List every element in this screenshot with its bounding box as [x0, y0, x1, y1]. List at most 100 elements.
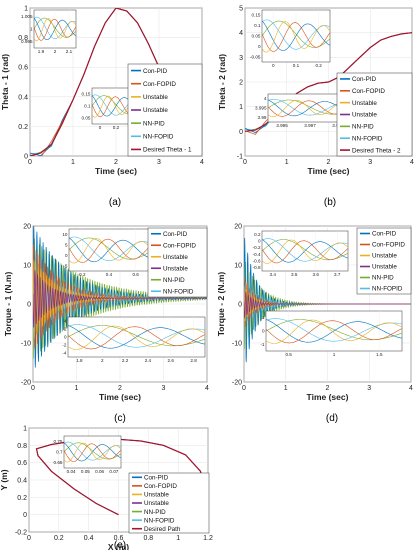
inset-series [68, 324, 205, 350]
inset-x-tick: 0.6 [132, 272, 139, 277]
inset-y-tick: -2 [62, 343, 67, 348]
panel-label: (a) [109, 197, 121, 208]
legend-label: NN-FOPID [144, 517, 175, 524]
inset-line [262, 239, 348, 263]
legend-label: Desired Path [144, 526, 181, 533]
inset-x-tick: 2.6 [168, 358, 175, 363]
inset-x-tick: 2.1 [66, 49, 73, 54]
inset-x-tick: 0.4 [106, 272, 113, 277]
y-tick-label: 20 [23, 224, 31, 231]
inset-x-tick: 0.05 [81, 469, 90, 474]
inset-x-tick: 2 [54, 49, 57, 54]
inset-x-tick: 0 [272, 63, 275, 68]
series-group [33, 226, 207, 368]
inset-x-tick: 3.5 [291, 272, 298, 277]
series-line [33, 238, 207, 359]
x-axis-label: X (m) [108, 542, 129, 550]
inset-line [64, 442, 121, 462]
x-tick-label: 3 [157, 159, 161, 166]
y-tick-label: 0.6 [17, 460, 27, 467]
inset-y-tick: -0.4 [253, 252, 261, 257]
y-tick-label: -20 [21, 380, 31, 387]
inset-line [64, 442, 121, 463]
x-tick-label: 1 [176, 535, 180, 542]
inset-y-tick: 0 [64, 335, 67, 340]
inset-line [34, 18, 76, 42]
inset-y-tick: 3.99 [258, 115, 267, 120]
x-tick-label: 0 [242, 385, 246, 392]
x-tick-label: 4 [200, 159, 204, 166]
inset-x-tick: 0.2 [79, 272, 86, 277]
inset-x-tick: 2.4 [145, 358, 152, 363]
y-tick-label: 0 [27, 302, 31, 309]
inset-y-tick: 0 [258, 239, 261, 244]
y-tick-label: 1 [24, 6, 28, 13]
y-tick-label: 4 [239, 30, 243, 37]
inset-y-tick: 0.1 [254, 23, 261, 28]
legend-box [128, 472, 210, 534]
panel-label: (d) [326, 413, 338, 424]
y-tick-label: 0 [23, 512, 27, 519]
y-tick-label: -10 [21, 341, 31, 348]
x-tick-label: 1 [285, 159, 289, 166]
legend-label: NN-PID [372, 275, 394, 282]
x-tick-label: 4 [409, 385, 413, 392]
inset-line [64, 443, 121, 462]
inset-y-tick: 0.995 [21, 39, 33, 44]
inset-y-tick: -5 [63, 263, 68, 268]
legend-label: Desired Theta - 2 [352, 147, 401, 154]
x-tick-label: 1.2 [203, 535, 213, 542]
x-tick-label: 3 [162, 385, 166, 392]
inset-line [262, 20, 330, 51]
inset-x-tick: 2 [101, 358, 104, 363]
inset-x-tick: 1 [333, 352, 336, 357]
legend-label: Desired Theta - 1 [143, 147, 192, 154]
inset-x-tick: 3.995 [276, 123, 288, 128]
inset-x-tick: 3.997 [304, 123, 316, 128]
legend-label: Con-PID [144, 474, 169, 481]
inset-y-tick: 0.15 [252, 13, 261, 18]
x-axis-label: Time (sec) [99, 392, 141, 402]
legend-label: Unstable [372, 264, 397, 271]
legend-b: Con-PID Con-FOPID Unstable Unstable NN-PID NN… [336, 72, 413, 157]
inset-line [69, 238, 149, 264]
inset-c-1: 1.8 2 2.2 2.4 2.6 2.8 4 2 0 -2 -4 [62, 316, 206, 363]
x-tick-label: 3 [367, 385, 371, 392]
legend-label: Unstable [144, 492, 169, 499]
inset-x-tick: 0.07 [109, 469, 118, 474]
inset-x-tick: 2.8 [190, 358, 197, 363]
inset-d-0: 3.4 3.5 3.6 3.7 0.2 0-0.2 -0.4 -0.6-0.8 [253, 230, 349, 277]
y-tick-label: 5 [239, 6, 243, 13]
inset-e-0: 0.04 0.05 0.06 0.07 0.75 0.7 0.65 [54, 435, 122, 474]
y-axis-label: Theta - 2 (rad) [217, 54, 227, 110]
inset-line [262, 239, 348, 264]
y-tick-label: 3 [239, 55, 243, 62]
inset-y-tick: 0.1 [84, 104, 91, 109]
legend-label: Con-FOPID [144, 483, 177, 490]
legend-label: NN-FOPID [143, 133, 174, 140]
legend-label: Unstable [144, 500, 169, 507]
inset-x-tick: 0.04 [67, 469, 76, 474]
inset-y-tick: -1 [260, 342, 265, 347]
inset-y-tick: 1 [30, 27, 33, 32]
inset-line [69, 238, 149, 263]
y-tick-label: 1 [239, 104, 243, 111]
series-group [244, 237, 411, 363]
legend-label: Con-FOPID [372, 242, 405, 249]
inset-y-tick: -0.6 [253, 259, 261, 264]
x-axis-label: Time (sec) [95, 166, 137, 176]
inset-c-0: 0.2 0.4 0.6 10 5 0 -5 [62, 228, 150, 277]
inset-b-0: 0 0.1 0.2 0.15 0.1 0.05 0 -0.05 [250, 9, 331, 68]
y-axis-label: Torque - 2 (N.m) [216, 272, 226, 337]
inset-line [262, 21, 330, 53]
x-tick-label: 0 [31, 385, 35, 392]
legend-label: NN-PID [352, 124, 374, 131]
legend-label: Unstable [352, 112, 377, 119]
y-tick-label: 0.4 [18, 94, 28, 101]
y-tick-label: 0.4 [17, 478, 27, 485]
y-tick-label: 2 [239, 80, 243, 87]
inset-y-tick: 0.15 [82, 92, 91, 97]
